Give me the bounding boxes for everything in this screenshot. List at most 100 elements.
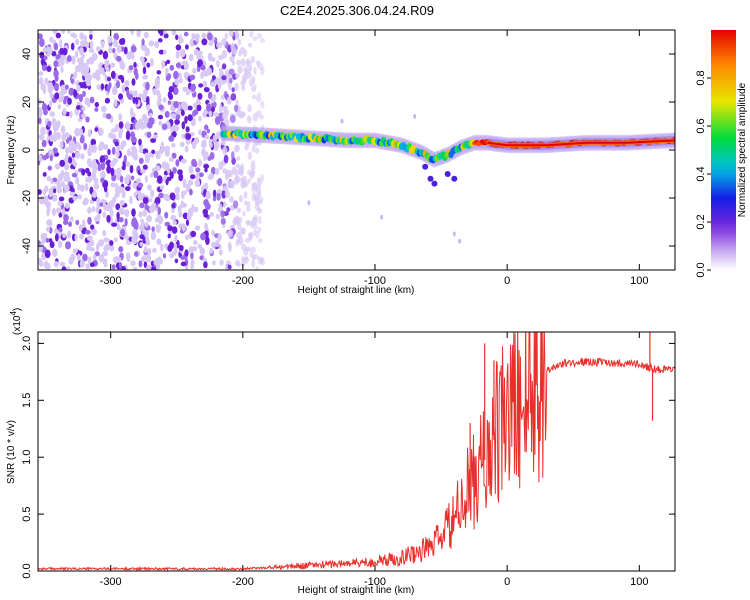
noise-blob xyxy=(166,59,171,64)
noise-blob xyxy=(72,248,79,254)
noise-blob xyxy=(133,90,138,97)
noise-blob xyxy=(132,182,138,189)
noise-blob xyxy=(92,162,99,171)
noise-blob xyxy=(103,245,110,252)
noise-blob xyxy=(118,121,124,129)
noise-blob xyxy=(257,238,263,244)
noise-blob xyxy=(100,177,105,183)
noise-blob xyxy=(173,70,179,80)
noise-blob xyxy=(125,161,131,168)
noise-blob xyxy=(167,225,173,232)
noise-blob xyxy=(58,227,63,232)
noise-blob xyxy=(252,253,259,260)
noise-blob xyxy=(159,185,165,190)
colorbar-tick-label: 0.4 xyxy=(695,166,707,181)
noise-blob xyxy=(230,42,235,52)
noise-blob xyxy=(66,266,70,270)
noise-blob xyxy=(174,186,181,194)
noise-blob xyxy=(150,189,155,198)
noise-blob xyxy=(190,174,196,180)
noise-blob xyxy=(209,212,215,217)
noise-blob xyxy=(60,169,65,178)
noise-blob xyxy=(111,222,118,227)
noise-blob xyxy=(211,229,215,236)
noise-blob xyxy=(72,195,78,201)
noise-blob xyxy=(219,67,223,73)
noise-blob xyxy=(59,39,63,48)
noise-blob xyxy=(39,38,45,47)
noise-blob xyxy=(131,78,136,86)
noise-blob xyxy=(76,84,81,92)
noise-blob xyxy=(67,230,72,239)
x-tick-label: -100 xyxy=(364,576,386,588)
noise-blob xyxy=(118,246,124,253)
noise-blob xyxy=(229,196,234,203)
noise-blob xyxy=(154,165,161,172)
noise-blob xyxy=(234,73,240,79)
noise-blob xyxy=(165,67,169,74)
noise-blob xyxy=(186,212,192,221)
noise-blob xyxy=(85,263,90,270)
noise-blob xyxy=(174,258,179,264)
spectrogram-marks xyxy=(38,30,675,270)
noise-blob xyxy=(235,240,239,247)
noise-blob xyxy=(66,138,70,144)
noise-blob xyxy=(198,158,202,167)
noise-blob xyxy=(99,155,106,164)
noise-blob xyxy=(220,94,225,100)
noise-blob xyxy=(63,132,70,138)
noise-blob xyxy=(88,48,95,54)
noise-blob xyxy=(259,257,263,265)
noise-blob xyxy=(78,224,83,232)
noise-blob xyxy=(226,230,232,236)
noise-blob xyxy=(156,70,162,75)
noise-blob xyxy=(110,182,116,188)
noise-blob xyxy=(103,237,109,243)
noise-blob xyxy=(109,240,114,246)
noise-blob xyxy=(123,46,128,55)
noise-blob xyxy=(56,184,62,189)
noise-blob xyxy=(155,224,162,232)
noise-blob xyxy=(178,34,183,43)
noise-blob xyxy=(255,230,260,239)
noise-blob xyxy=(188,246,194,254)
noise-blob xyxy=(203,70,209,77)
noise-blob xyxy=(138,260,143,268)
noise-blob xyxy=(148,40,155,47)
noise-blob xyxy=(126,89,130,98)
noise-blob xyxy=(146,62,151,68)
noise-blob xyxy=(210,106,215,113)
noise-blob xyxy=(94,107,99,112)
noise-blob xyxy=(58,196,65,202)
noise-blob xyxy=(168,93,174,100)
noise-blob xyxy=(259,38,266,43)
noise-blob xyxy=(58,212,63,218)
x-tick-label: 0 xyxy=(504,576,510,588)
noise-blob xyxy=(182,179,187,184)
noise-blob xyxy=(90,172,97,181)
noise-blob xyxy=(90,224,95,230)
noise-blob xyxy=(55,233,59,242)
noise-blob xyxy=(257,216,262,225)
noise-blob xyxy=(61,30,66,34)
noise-blob xyxy=(200,64,206,71)
noise-blob xyxy=(67,30,71,34)
noise-blob xyxy=(157,258,163,265)
noise-blob xyxy=(187,105,193,111)
noise-blob xyxy=(188,165,194,173)
noise-blob xyxy=(238,194,243,203)
noise-blob xyxy=(116,167,122,175)
noise-blob xyxy=(42,172,47,177)
noise-blob xyxy=(45,226,51,232)
noise-blob xyxy=(229,77,233,84)
noise-blob xyxy=(210,81,215,87)
y-tick-label: 1.0 xyxy=(21,450,33,465)
noise-blob xyxy=(115,150,120,158)
noise-blob xyxy=(135,71,139,80)
noise-blob xyxy=(232,217,237,226)
noise-blob xyxy=(44,185,49,193)
noise-blob xyxy=(181,191,185,199)
noise-blob xyxy=(96,217,100,222)
noise-blob xyxy=(113,237,118,243)
noise-blob xyxy=(169,241,174,250)
